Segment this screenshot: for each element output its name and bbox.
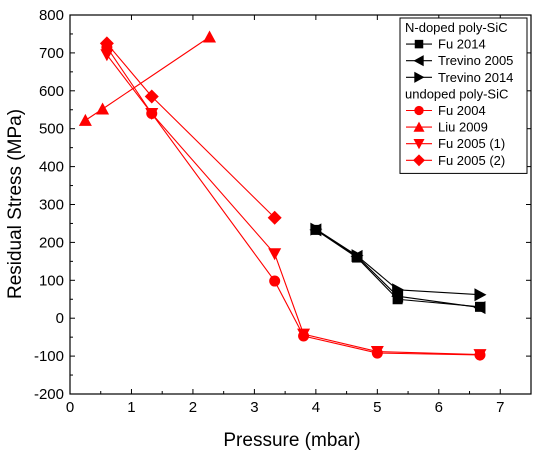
data-point-trevino-2014 xyxy=(474,288,487,302)
series-liu-2009 xyxy=(78,30,217,126)
data-point-trevino-2014 xyxy=(351,249,364,263)
legend-marker-fu-2014 xyxy=(414,39,424,49)
x-tick-label: 3 xyxy=(250,399,258,416)
x-tick-label: 4 xyxy=(312,399,320,416)
data-point-liu-2009 xyxy=(203,30,217,43)
series-fu-2005-2 xyxy=(99,36,282,225)
data-point-liu-2009 xyxy=(96,102,110,115)
data-point-fu-2005-1 xyxy=(473,349,487,362)
y-tick-label: 300 xyxy=(39,197,64,214)
data-point-fu-2005-2 xyxy=(267,210,282,225)
y-tick-label: 200 xyxy=(39,234,64,251)
series-trevino-2014 xyxy=(310,222,487,302)
plot-area xyxy=(78,30,487,362)
data-point-fu-2004 xyxy=(269,275,281,287)
y-tick-label: 400 xyxy=(39,159,64,176)
x-tick-label: 2 xyxy=(189,399,197,416)
series-line-fu-2004 xyxy=(106,46,480,356)
legend-marker-fu-2005-2 xyxy=(413,154,425,167)
data-point-fu-2005-2 xyxy=(99,36,114,51)
data-point-liu-2009 xyxy=(78,113,92,126)
series-line-fu-2005-2 xyxy=(106,43,276,219)
series-fu-2005-1 xyxy=(100,49,487,362)
legend-label-liu-2009: Liu 2009 xyxy=(438,120,488,135)
axes: 0 1 2 3 4 5 6 7 -200 -100 0 100 200 300 400 500 600 700 80… xyxy=(34,7,532,416)
series-line-trevino-2014 xyxy=(315,228,481,296)
x-tick-label: 5 xyxy=(373,399,381,416)
data-point-fu-2005-2 xyxy=(144,89,159,104)
legend-marker-trevino-2014 xyxy=(414,71,425,83)
data-point-fu-2005-1 xyxy=(297,328,311,341)
legend-marker-liu-2009 xyxy=(413,121,425,132)
data-point-fu-2005-1 xyxy=(268,248,282,261)
legend-group-heading: N-doped poly-SiC xyxy=(405,20,508,35)
x-axis-title: Pressure (mbar) xyxy=(223,430,360,451)
y-tick-label: 500 xyxy=(39,121,64,138)
x-tick-label: 6 xyxy=(435,399,443,416)
x-tick-label: 1 xyxy=(127,399,135,416)
data-point-trevino-2014 xyxy=(310,222,323,236)
legend-label-fu-2014: Fu 2014 xyxy=(438,37,486,52)
legend-group-heading: undoped poly-SiC xyxy=(405,86,508,101)
data-point-fu-2005-1 xyxy=(145,108,159,121)
legend-label-fu-2005-1: Fu 2005 (1) xyxy=(438,136,505,151)
y-tick-label: -100 xyxy=(34,348,64,365)
y-tick-label: 100 xyxy=(39,272,64,289)
legend-label-fu-2005-2: Fu 2005 (2) xyxy=(438,153,505,168)
series-line-trevino-2005 xyxy=(315,229,481,309)
y-tick-label: -200 xyxy=(34,386,64,403)
legend-label-trevino-2014: Trevino 2014 xyxy=(438,70,513,85)
data-point-trevino-2005 xyxy=(391,289,404,303)
legend-marker-fu-2005-1 xyxy=(413,139,425,150)
data-point-trevino-2014 xyxy=(392,283,405,297)
legend-label-trevino-2005: Trevino 2005 xyxy=(438,53,513,68)
legend-marker-trevino-2005 xyxy=(413,55,424,67)
y-tick-label: 600 xyxy=(39,83,64,100)
data-point-fu-2005-1 xyxy=(370,346,384,359)
x-tick-label: 7 xyxy=(496,399,504,416)
x-tick-label: 0 xyxy=(66,399,74,416)
legend-label-fu-2004: Fu 2004 xyxy=(438,103,486,118)
y-tick-label: 700 xyxy=(39,45,64,62)
y-tick-label: 0 xyxy=(56,310,64,327)
data-point-trevino-2005 xyxy=(473,301,486,315)
y-axis-title: Residual Stress (MPa) xyxy=(5,109,26,299)
legend-marker-fu-2004 xyxy=(414,105,424,116)
y-tick-label: 800 xyxy=(39,7,64,24)
data-point-fu-2005-1 xyxy=(100,49,114,62)
series-line-fu-2005-1 xyxy=(106,54,480,356)
